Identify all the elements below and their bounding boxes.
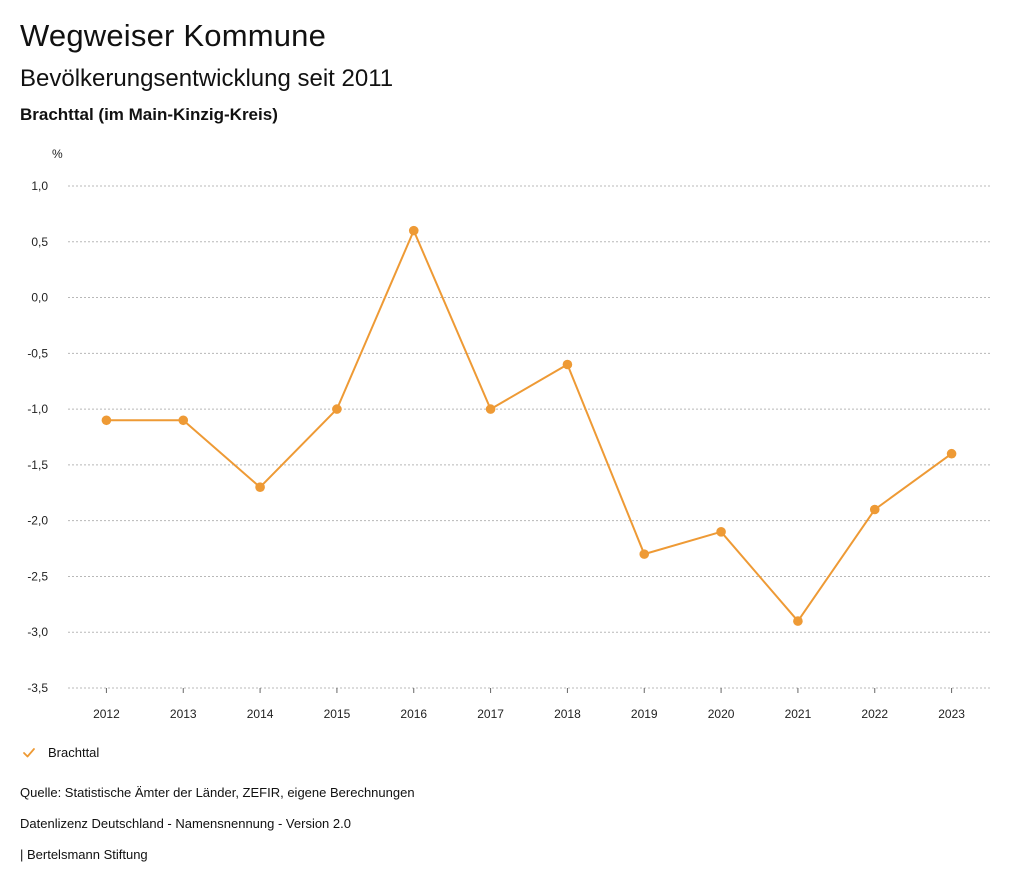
x-tick-label: 2022 [861,707,888,721]
data-point-2021[interactable] [793,616,803,626]
y-tick-label: -3,5 [27,681,48,695]
line-chart: % 1,00,50,0-0,5-1,0-1,5-2,0-2,5-3,0-3,5 … [27,147,990,721]
x-tick-label: 2017 [477,707,504,721]
data-point-2023[interactable] [946,448,957,459]
series-layer [101,225,957,626]
y-tick-label: 0,5 [31,235,48,249]
x-tick-label: 2021 [785,707,812,721]
brand-note[interactable]: | Bertelsmann Stiftung [20,847,148,862]
data-point-2019[interactable] [639,549,650,559]
source-note: Quelle: Statistische Ämter der Länder, Z… [20,785,415,800]
data-point-2020[interactable] [716,527,726,537]
y-tick-label: -3,0 [27,625,48,639]
x-tick-label: 2013 [170,707,197,721]
y-axis-ticks: 1,0 0,5 0,0 -0,5 -1,0 -1,5 -2,0 -2,5 -3,0 -3,5 [27,179,48,695]
y-tick-label: -0,5 [27,346,48,360]
y-tick-label: -2,0 [27,514,48,528]
x-tick-label: 2023 [938,707,965,721]
data-point-2022[interactable] [869,504,880,515]
x-tick-label: 2018 [554,707,581,721]
page-title: Wegweiser Kommune [20,18,327,53]
y-tick-label: 1,0 [31,179,48,193]
license-note: Datenlizenz Deutschland - Namensnennung … [20,816,351,831]
data-point-2015[interactable] [332,404,342,414]
chart-subtitle: Bevölkerungsentwicklung seit 2011 [20,65,394,92]
gridlines [68,185,990,689]
y-axis-label-group: % [52,147,63,161]
x-tick-label: 2016 [400,707,427,721]
data-point-2013[interactable] [178,415,189,426]
data-point-2012[interactable] [101,415,112,426]
series-line-brachttal [106,229,953,623]
data-point-2017[interactable] [485,404,496,414]
x-axis-ticks: 2012 2013 2014 2015 2016 2017 2018 2019 2020 2021… [93,688,965,721]
y-axis-unit-label: % [52,147,63,161]
data-point-2018[interactable] [562,359,573,370]
x-tick-label: 2014 [247,707,274,721]
x-tick-label: 2012 [93,707,120,721]
check-icon [23,747,35,757]
y-tick-label: 0,0 [31,291,48,305]
region-label: Brachttal (im Main-Kinzig-Kreis) [20,105,278,124]
legend-label: Brachttal [48,745,100,760]
y-tick-label: -1,5 [27,458,48,472]
x-tick-label: 2020 [708,707,735,721]
data-point-2016[interactable] [408,225,419,236]
data-point-2014[interactable] [255,482,265,493]
y-tick-label: -1,0 [27,402,48,416]
x-tick-label: 2019 [631,707,658,721]
legend-item-brachttal[interactable]: Brachttal [22,745,99,760]
y-tick-label: -2,5 [27,569,48,583]
x-tick-label: 2015 [324,707,351,721]
